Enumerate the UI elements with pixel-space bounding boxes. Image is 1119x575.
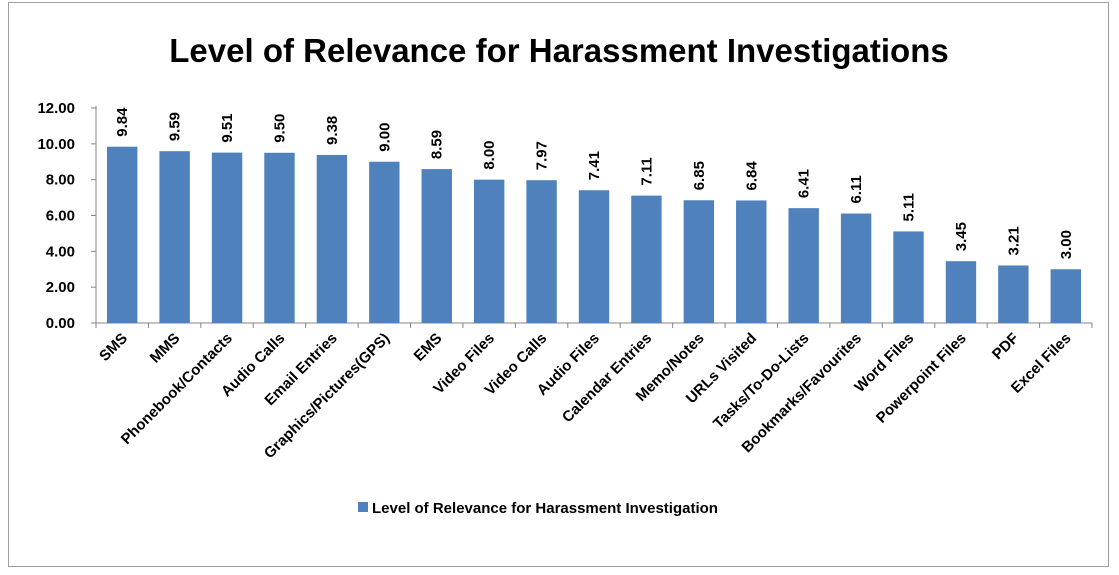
data-label: 5.11 [901, 193, 918, 221]
bar [998, 265, 1029, 323]
y-tick-label: 2.00 [46, 279, 75, 296]
data-label: 7.11 [638, 157, 655, 185]
data-label: 3.45 [953, 222, 970, 251]
x-tick-label: PDF [989, 330, 1022, 363]
bar [369, 161, 400, 323]
bar [840, 213, 872, 323]
chart-area [8, 2, 1109, 567]
data-label: 6.84 [743, 161, 760, 191]
x-tick-label: SMS [96, 330, 131, 365]
data-label: 9.38 [324, 116, 341, 145]
y-tick-label: 8.00 [46, 172, 75, 189]
data-label: 9.84 [114, 107, 131, 137]
bar [421, 169, 452, 323]
x-tick-label: Powerpoint Files [873, 330, 970, 427]
legend-label: Level of Relevance for Harassment Invest… [372, 500, 718, 517]
bar [578, 190, 610, 323]
bar [316, 154, 348, 323]
y-tick-label: 6.00 [46, 208, 75, 225]
bar [211, 152, 243, 323]
y-tick-label: 12.00 [37, 100, 75, 117]
bar [526, 180, 557, 323]
bar-series: 9.84 9.59 9.51 9.50 9.38 9.00 8.59 8.00 7.97 7.41… [107, 107, 1081, 323]
bar [1050, 269, 1081, 323]
data-label: 6.11 [848, 175, 865, 203]
bar [631, 195, 662, 323]
data-label: 6.85 [691, 161, 708, 190]
data-label: 9.59 [167, 112, 184, 141]
data-label: 9.50 [271, 114, 288, 143]
x-tick-label: MMS [147, 330, 184, 367]
data-label: 9.51 [219, 113, 236, 142]
data-label: 7.41 [586, 151, 603, 180]
y-tick-label: 0.00 [46, 315, 75, 332]
legend: Level of Relevance for Harassment Invest… [358, 500, 718, 517]
data-label: 3.21 [1005, 226, 1022, 255]
bar [107, 146, 138, 323]
data-label: 6.41 [796, 169, 813, 198]
y-tick-label: 4.00 [46, 243, 75, 260]
x-tick-label: EMS [411, 330, 446, 365]
bar [264, 152, 295, 323]
x-tick-label: Tasks/To-Do-Lists [710, 330, 812, 432]
data-label: 8.00 [481, 140, 498, 169]
bar [945, 261, 977, 323]
y-tick-label: 10.00 [37, 136, 75, 153]
bar [893, 231, 924, 323]
chart-title: Level of Relevance for Harassment Invest… [169, 32, 948, 69]
legend-swatch [358, 502, 368, 512]
data-label: 3.00 [1058, 230, 1075, 259]
bar [159, 151, 190, 323]
x-tick-label: Calendar Entries [559, 330, 655, 426]
bar [473, 179, 505, 323]
y-axis: 0.00 2.00 4.00 6.00 8.00 10.00 12.00 [37, 100, 97, 332]
data-label: 8.59 [429, 130, 446, 159]
bar [683, 200, 715, 323]
bar [736, 200, 767, 323]
data-label: 7.97 [534, 141, 551, 170]
data-label: 9.00 [376, 123, 393, 152]
bar [788, 208, 819, 323]
